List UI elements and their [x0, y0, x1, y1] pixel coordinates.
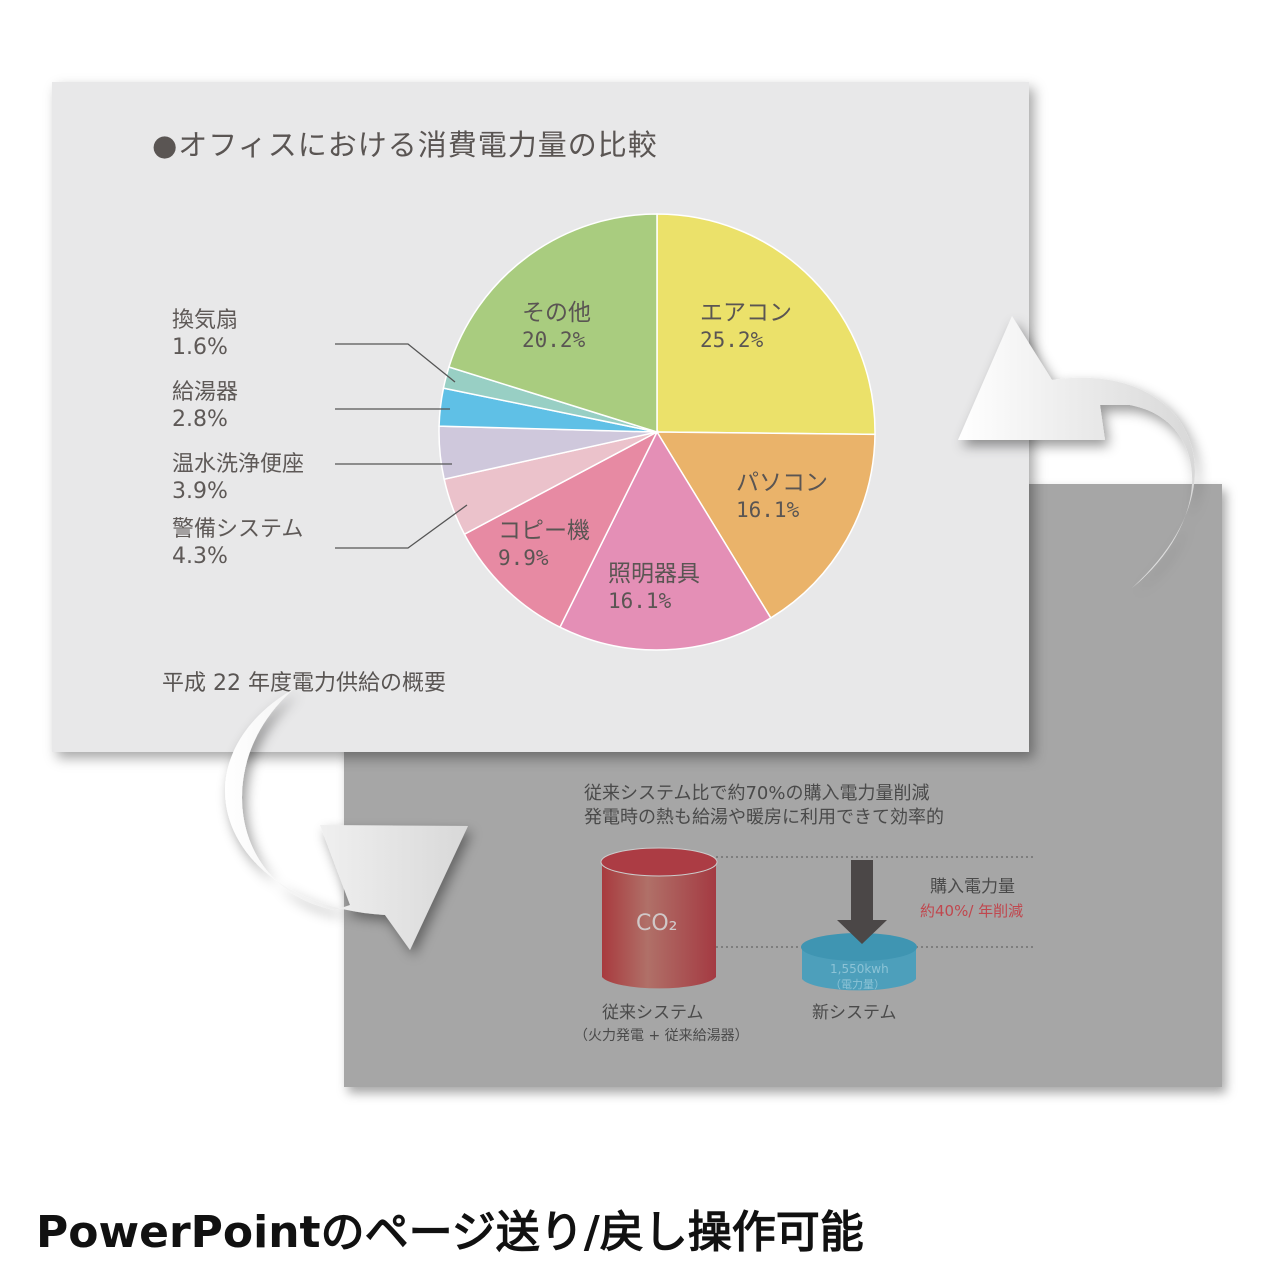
outer-label-fan: 換気扇 1.6% [172, 307, 238, 361]
pie-chart [335, 213, 876, 651]
slice-label-copier: コピー機 9.9% [498, 518, 590, 572]
slide-title: ●オフィスにおける消費電力量の比較 [152, 128, 658, 162]
slice-name: エアコン [700, 300, 792, 326]
slice-value: 3.9% [172, 479, 228, 504]
slice-name: パソコン [736, 470, 828, 496]
slice-label-pc: パソコン 16.1% [736, 470, 828, 524]
slice-name: 給湯器 [172, 380, 239, 405]
pie-slice-8 [447, 213, 658, 434]
slide-footer: 平成 22 年度電力供給の概要 [162, 671, 446, 696]
back-line2: 発電時の熱も給湯や暖房に利用できて効率的 [584, 807, 944, 828]
pie-slice-0 [656, 213, 876, 436]
old-system-label: 従来システム [602, 1003, 704, 1023]
slice-value: 1.6% [172, 335, 228, 360]
slice-name: 警備システム [172, 517, 304, 542]
leader-lines [335, 343, 468, 549]
down-arrow-icon [837, 860, 887, 944]
old-system-cylinder [602, 862, 716, 989]
slice-value: 2.8% [172, 407, 228, 432]
slice-value: 9.9% [498, 546, 549, 570]
slice-value: 20.2% [522, 328, 586, 352]
slice-value: 25.2% [700, 328, 764, 352]
co2-label: CO₂ [636, 911, 678, 936]
new-cylinder-top [801, 933, 917, 961]
leader-line [335, 343, 456, 383]
slice-name: 温水洗浄便座 [172, 452, 305, 477]
slice-value: 16.1% [736, 498, 800, 522]
pie-slice-2 [558, 430, 772, 651]
pie-slice-3 [463, 430, 659, 629]
slice-value: 16.1% [608, 589, 672, 613]
slice-name: 換気扇 [172, 308, 239, 333]
purchase-label: 購入電力量 [930, 877, 1015, 897]
slice-value: 4.3% [172, 544, 228, 569]
outer-label-security: 警備システム 4.3% [172, 516, 303, 570]
new-unit: （電力量） [830, 978, 885, 991]
slice-label-aircon: エアコン 25.2% [700, 300, 792, 354]
slice-name: コピー機 [498, 518, 590, 544]
outer-label-toilet: 温水洗浄便座 3.9% [172, 451, 304, 505]
reduction-value: 約40%/ 年削減 [920, 902, 1024, 920]
old-system-sub: （火力発電 + 従来給湯器） [574, 1028, 749, 1044]
new-kwh: 1,550kwh [830, 962, 889, 976]
back-line1: 従来システム比で約70%の購入電力量削減 [584, 783, 930, 804]
outer-label-water-heater: 給湯器 2.8% [172, 379, 238, 433]
pie-slice-1 [655, 431, 876, 619]
front-slide: ●オフィスにおける消費電力量の比較 その他 20.2% エアコン 25.2% パソコ… [52, 82, 1029, 752]
slice-name: 照明器具 [608, 561, 700, 587]
slice-label-other: その他 20.2% [522, 300, 591, 354]
leader-line [335, 504, 468, 549]
slice-label-lighting: 照明器具 16.1% [608, 561, 700, 615]
new-system-label: 新システム [812, 1003, 897, 1023]
back-slide-graphics [600, 847, 1034, 991]
slice-name: その他 [522, 300, 591, 326]
caption: PowerPointのページ送り/戻し操作可能 [36, 1207, 864, 1258]
old-cylinder-top [600, 847, 718, 877]
